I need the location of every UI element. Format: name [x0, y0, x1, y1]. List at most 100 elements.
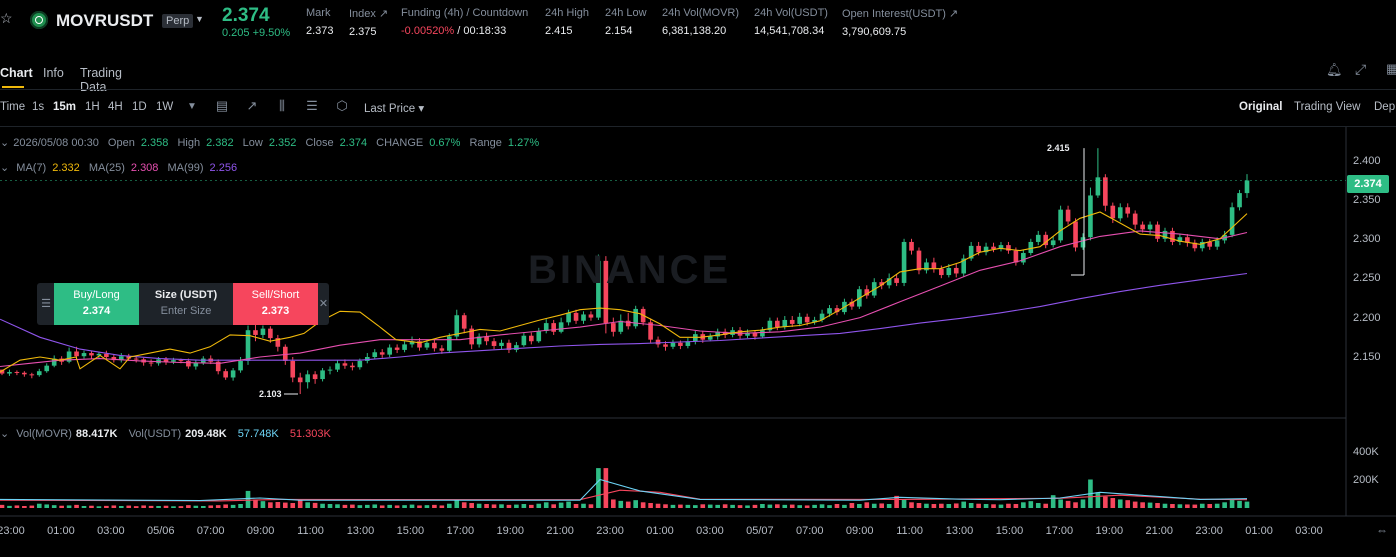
x-tick: 13:00: [346, 525, 375, 537]
x-tick: 23:00: [1195, 525, 1223, 537]
price-mode-select[interactable]: Last Price ▾: [364, 103, 425, 115]
volume-bar: [394, 505, 400, 508]
volume-bar: [968, 503, 974, 508]
candle-body: [506, 342, 512, 350]
interval-1s[interactable]: 1s: [32, 101, 45, 113]
candle-body: [834, 308, 840, 313]
scale-handle-icon[interactable]: ⇔: [1376, 523, 1388, 537]
volume-bar: [14, 505, 20, 508]
volume-bar: [521, 504, 527, 508]
view-original[interactable]: Original: [1239, 101, 1283, 113]
candle-body: [29, 374, 35, 376]
star-icon[interactable]: ☆: [0, 10, 13, 26]
candle-body: [1065, 209, 1071, 222]
stat-index[interactable]: Index ↗ 2.375: [349, 8, 389, 38]
candle-body: [215, 361, 221, 372]
price-change: 0.205 +9.50%: [222, 27, 291, 39]
drag-handle-icon[interactable]: ☰: [41, 298, 51, 310]
candle-body: [1229, 207, 1235, 235]
candle-body: [253, 330, 258, 335]
candle-style-icon[interactable]: ⫼: [279, 98, 285, 113]
size-input[interactable]: Size (USDT) Enter Size: [154, 289, 218, 317]
bell-icon[interactable]: 🔔︎: [1326, 62, 1343, 77]
stat-24h-vol-movr: 24h Vol(MOVR) 6,381,138.20: [662, 7, 740, 37]
volume-bar: [1170, 504, 1175, 508]
volume-bar: [1244, 501, 1250, 508]
view-trading-view[interactable]: Trading View: [1294, 101, 1361, 113]
x-tick: 17:00: [446, 525, 475, 537]
tab-info[interactable]: Info: [43, 66, 64, 80]
close-icon[interactable]: ✕: [318, 298, 329, 310]
volume-bar: [230, 504, 236, 508]
volume-bar: [104, 505, 109, 508]
volume-bar: [1058, 499, 1063, 508]
candle-body: [424, 342, 430, 348]
volume-bar: [193, 505, 199, 508]
tab-trading-data[interactable]: Trading Data: [80, 66, 122, 94]
candle-body: [1021, 252, 1026, 263]
volume-bar: [789, 504, 795, 508]
interval-4h[interactable]: 4H: [108, 101, 123, 113]
volume-bar: [812, 504, 817, 508]
volume-bar: [1147, 502, 1153, 508]
volume-bar: [372, 504, 378, 508]
interval-1w[interactable]: 1W: [156, 101, 174, 113]
volume-bar: [730, 504, 735, 508]
chevron-down-icon[interactable]: ▼: [195, 14, 204, 24]
candlestick-chart[interactable]: [0, 127, 1396, 557]
stat-mark: Mark 2.373: [306, 7, 334, 37]
sell-short-button[interactable]: Sell/Short 2.373: [233, 283, 318, 325]
interval-1h[interactable]: 1H: [85, 101, 100, 113]
volume-bar: [1117, 499, 1123, 508]
volume-bar: [1006, 503, 1011, 508]
candle-body: [193, 362, 199, 367]
calendar-icon[interactable]: ▤: [215, 98, 229, 113]
volume-bar: [722, 504, 728, 508]
expand-icon[interactable]: ⤢: [1355, 61, 1367, 77]
layout-icon[interactable]: ▦: [1386, 61, 1396, 76]
candle-body: [238, 360, 243, 371]
candle-body: [849, 301, 855, 307]
volume-bar: [1103, 496, 1108, 508]
interval-1d[interactable]: 1D: [132, 101, 147, 113]
volume-bar: [275, 502, 281, 508]
volume-bar: [1021, 502, 1026, 508]
candle-body: [886, 278, 892, 286]
volume-bar: [670, 504, 676, 508]
candle-body: [760, 330, 765, 337]
candle-body: [909, 241, 914, 251]
x-tick: 01:00: [1245, 525, 1273, 537]
x-tick: 01:00: [47, 525, 75, 537]
stat-24h-vol-usdt: 24h Vol(USDT) 14,541,708.34: [754, 7, 828, 37]
buy-long-button[interactable]: Buy/Long 2.374: [54, 283, 139, 325]
volume-bar: [163, 505, 169, 508]
candle-body: [417, 341, 422, 348]
volume-bar: [715, 504, 720, 508]
volume-bar: [118, 506, 124, 508]
hex-icon[interactable]: ⬡: [336, 98, 348, 113]
candle-body: [96, 353, 102, 356]
volume-bar: [871, 503, 877, 508]
chevron-down-icon[interactable]: ▼: [187, 101, 197, 112]
stat-open-interest[interactable]: Open Interest(USDT) ↗ 3,790,609.75: [842, 8, 959, 38]
divider: [0, 126, 1396, 127]
volume-bar: [208, 505, 214, 508]
candle-body: [66, 351, 72, 362]
candle-body: [648, 322, 653, 340]
candle-body: [111, 357, 117, 361]
candle-body: [297, 377, 303, 383]
funding-countdown: / 00:18:33: [454, 25, 507, 37]
candle-body: [275, 338, 281, 347]
indicator-icon[interactable]: ↗: [246, 98, 258, 113]
tab-chart[interactable]: Chart: [0, 66, 33, 80]
candle-body: [633, 308, 638, 327]
view-depth[interactable]: Dep: [1374, 101, 1396, 113]
candle-body: [7, 371, 12, 374]
volume-bar: [566, 501, 571, 508]
interval-15m[interactable]: 15m: [53, 101, 77, 113]
symbol-name[interactable]: MOVRUSDT: [56, 11, 154, 30]
interval-time[interactable]: Time: [0, 101, 26, 113]
ma99-line: [0, 272, 1248, 361]
candle-body: [961, 258, 967, 274]
settings-icon[interactable]: ☰: [306, 98, 318, 113]
